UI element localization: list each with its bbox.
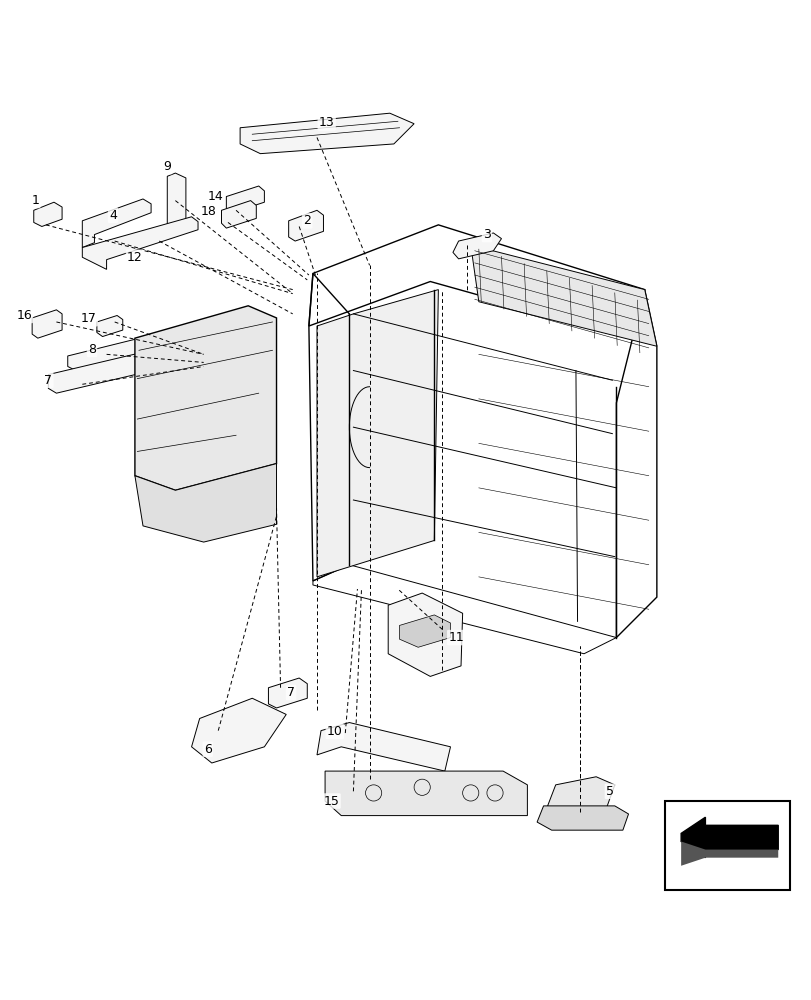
Text: 12: 12 <box>127 251 143 264</box>
Polygon shape <box>135 306 277 490</box>
Polygon shape <box>453 233 501 259</box>
Text: 11: 11 <box>448 631 463 644</box>
Polygon shape <box>316 723 450 771</box>
Text: 14: 14 <box>208 190 224 203</box>
Polygon shape <box>288 210 323 241</box>
Bar <box>664 801 789 890</box>
Polygon shape <box>316 290 438 577</box>
Text: 6: 6 <box>204 743 212 756</box>
Polygon shape <box>97 315 122 337</box>
Polygon shape <box>268 678 307 708</box>
Text: 1: 1 <box>32 194 39 207</box>
Polygon shape <box>191 698 286 763</box>
Polygon shape <box>34 202 62 226</box>
Polygon shape <box>547 777 614 816</box>
Text: 15: 15 <box>324 795 339 808</box>
Text: 2: 2 <box>303 214 311 227</box>
Polygon shape <box>680 841 777 866</box>
Text: 18: 18 <box>200 205 217 218</box>
Polygon shape <box>226 186 264 213</box>
Polygon shape <box>82 217 198 269</box>
Polygon shape <box>32 310 62 338</box>
Polygon shape <box>135 464 277 542</box>
Polygon shape <box>167 173 186 231</box>
Text: 8: 8 <box>88 343 96 356</box>
Polygon shape <box>67 333 167 371</box>
Polygon shape <box>470 245 656 346</box>
Polygon shape <box>49 350 159 393</box>
Polygon shape <box>399 615 450 647</box>
Polygon shape <box>680 817 777 858</box>
Text: 9: 9 <box>163 160 171 173</box>
Text: 7: 7 <box>45 374 52 387</box>
Text: 17: 17 <box>81 312 97 325</box>
Text: 5: 5 <box>605 785 613 798</box>
Text: 4: 4 <box>109 209 117 222</box>
Polygon shape <box>324 771 526 816</box>
Text: 13: 13 <box>319 116 334 129</box>
Text: 3: 3 <box>483 228 491 241</box>
Polygon shape <box>221 201 256 228</box>
Polygon shape <box>82 199 151 248</box>
Text: 7: 7 <box>287 686 294 699</box>
Polygon shape <box>536 806 628 830</box>
Text: 10: 10 <box>327 725 342 738</box>
Polygon shape <box>240 113 414 154</box>
Text: 16: 16 <box>16 309 32 322</box>
Polygon shape <box>388 593 462 676</box>
